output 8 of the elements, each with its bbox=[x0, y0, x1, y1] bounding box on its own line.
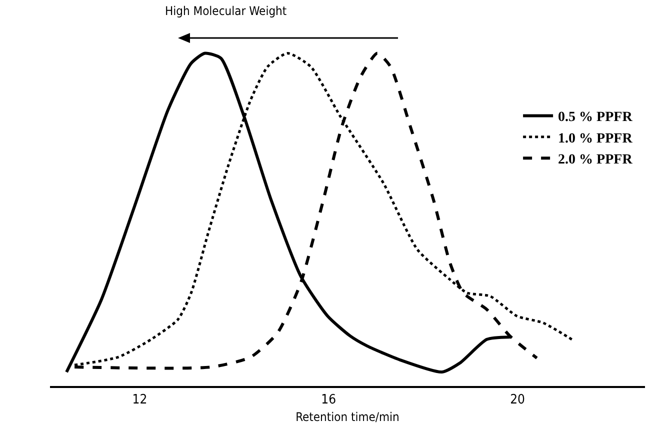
x-axis-title: Retention time/min bbox=[296, 410, 400, 424]
legend-label: 0.5 % PPFR bbox=[558, 110, 634, 126]
legend-label: 1.0 % PPFR bbox=[558, 131, 634, 146]
x-tick-label: 20 bbox=[510, 392, 525, 408]
x-tick-label: 12 bbox=[132, 392, 148, 408]
text: High Molecular Weight bbox=[165, 4, 287, 18]
x-tick-label: 16 bbox=[321, 392, 336, 408]
legend-label: 2.0 % PPFR bbox=[558, 152, 634, 168]
